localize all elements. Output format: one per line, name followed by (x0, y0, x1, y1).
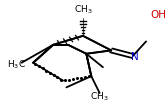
Text: CH$_3$: CH$_3$ (74, 3, 92, 16)
Text: OH: OH (151, 10, 166, 20)
Text: H$_3$C: H$_3$C (7, 59, 26, 71)
Text: N: N (131, 52, 139, 62)
Text: CH$_3$: CH$_3$ (90, 90, 109, 103)
